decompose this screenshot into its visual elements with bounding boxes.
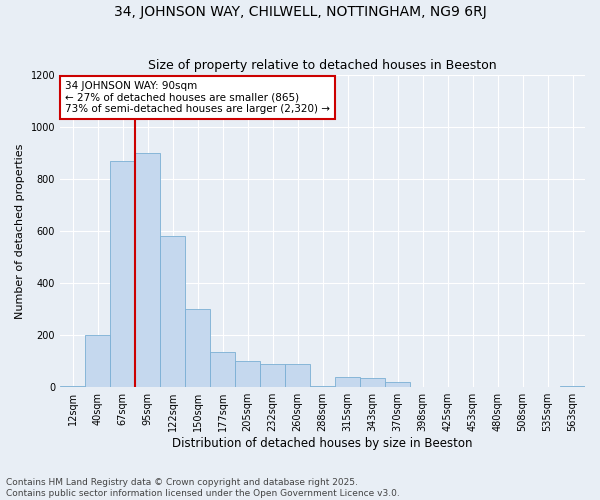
Bar <box>110 160 135 387</box>
Bar <box>385 382 410 387</box>
Bar <box>360 378 385 387</box>
Bar <box>285 364 310 387</box>
Text: 34 JOHNSON WAY: 90sqm
← 27% of detached houses are smaller (865)
73% of semi-det: 34 JOHNSON WAY: 90sqm ← 27% of detached … <box>65 81 330 114</box>
Title: Size of property relative to detached houses in Beeston: Size of property relative to detached ho… <box>148 59 497 72</box>
Bar <box>85 335 110 387</box>
Bar <box>235 361 260 387</box>
Text: 34, JOHNSON WAY, CHILWELL, NOTTINGHAM, NG9 6RJ: 34, JOHNSON WAY, CHILWELL, NOTTINGHAM, N… <box>113 5 487 19</box>
Bar <box>60 386 85 387</box>
Bar <box>160 236 185 387</box>
Bar <box>210 352 235 387</box>
Bar <box>310 386 335 387</box>
Y-axis label: Number of detached properties: Number of detached properties <box>15 143 25 318</box>
Bar <box>260 364 285 387</box>
Bar <box>135 152 160 387</box>
Bar <box>335 377 360 387</box>
Bar <box>560 386 585 387</box>
X-axis label: Distribution of detached houses by size in Beeston: Distribution of detached houses by size … <box>172 437 473 450</box>
Bar <box>185 309 210 387</box>
Text: Contains HM Land Registry data © Crown copyright and database right 2025.
Contai: Contains HM Land Registry data © Crown c… <box>6 478 400 498</box>
